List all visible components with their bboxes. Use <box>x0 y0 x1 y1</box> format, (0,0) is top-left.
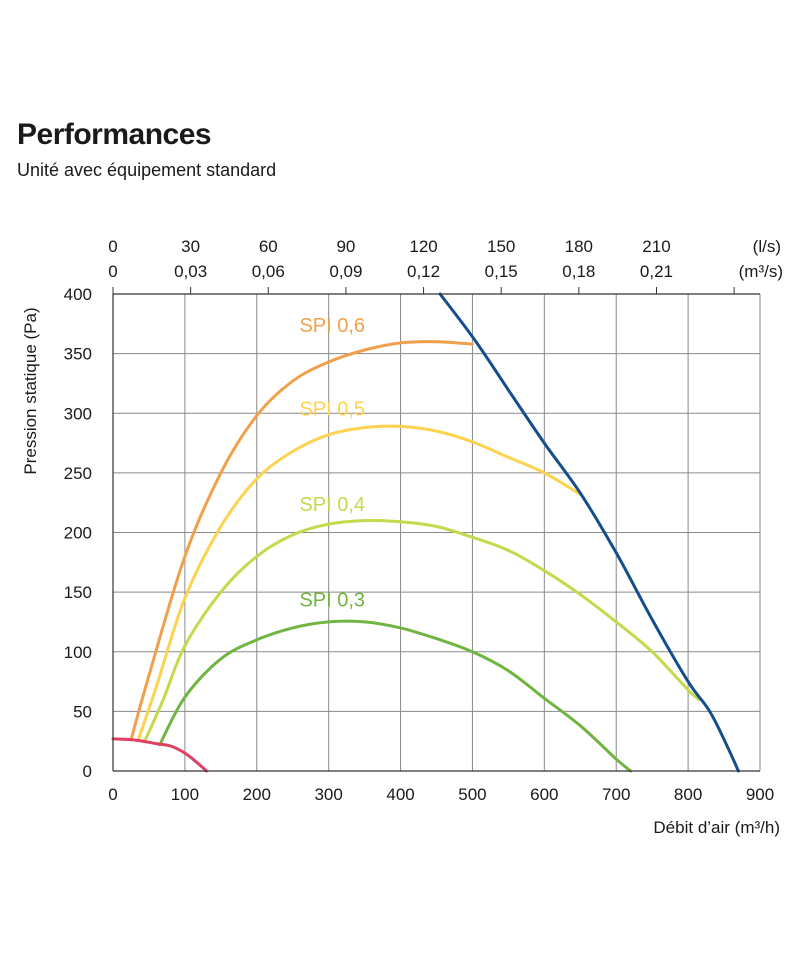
top-tick-label-ls: 30 <box>181 237 200 256</box>
x-axis-label: Débit d’air (m³/h) <box>653 818 780 837</box>
series-line-spi-0-6 <box>129 340 474 742</box>
series-label-spi-0-3: SPI 0,3 <box>299 589 365 611</box>
y-tick-label: 250 <box>64 464 92 483</box>
top-tick-label-ls: 120 <box>409 237 437 256</box>
x-tick-label: 0 <box>108 785 117 804</box>
y-tick-label: 400 <box>64 285 92 304</box>
series-label-spi-0-5: SPI 0,5 <box>299 399 365 421</box>
series-line-spi-0-4 <box>143 518 701 742</box>
top-tick-label-ls: 90 <box>336 237 355 256</box>
x-tick-label: 200 <box>243 785 271 804</box>
top-tick-label-m3s: 0,09 <box>329 262 362 281</box>
top-tick-label-m3s: 0,18 <box>562 262 595 281</box>
page-subtitle: Unité avec équipement standard <box>17 160 277 180</box>
x-tick-label: 700 <box>602 785 630 804</box>
axes <box>112 293 760 772</box>
top-tick-label-m3s: 0,21 <box>640 262 673 281</box>
y-tick-label: 0 <box>83 762 92 781</box>
x-tick-label: 400 <box>386 785 414 804</box>
top-tick-label-ls: 180 <box>565 237 593 256</box>
x-tick-label: 500 <box>458 785 486 804</box>
x-tick-label: 100 <box>171 785 199 804</box>
y-tick-label: 100 <box>64 643 92 662</box>
series-line-curve-5 <box>111 737 208 773</box>
series-label-spi-0-6: SPI 0,6 <box>299 315 365 337</box>
top-tick-label-ls: 0 <box>108 237 117 256</box>
top-tick-label-ls: 150 <box>487 237 515 256</box>
x-tick-label: 600 <box>530 785 558 804</box>
series-line-curve-4 <box>438 292 740 773</box>
x-tick-label: 900 <box>746 785 774 804</box>
top-tick-label-m3s: 0,12 <box>407 262 440 281</box>
top-tick-label-m3s: 0,15 <box>485 262 518 281</box>
series-label-spi-0-4: SPI 0,4 <box>299 494 365 516</box>
top-tick-label-ls: 210 <box>642 237 670 256</box>
top-axis-unit-ls: (l/s) <box>753 237 781 256</box>
top-tick-label-m3s: 0,03 <box>174 262 207 281</box>
x-tick-label: 300 <box>314 785 342 804</box>
y-tick-label: 200 <box>64 524 92 543</box>
series-line-spi-0-3 <box>158 619 633 773</box>
y-tick-label: 150 <box>64 583 92 602</box>
top-tick-label-ls: 60 <box>259 237 278 256</box>
y-axis-label: Pression statique (Pa) <box>21 307 40 474</box>
y-tick-label: 350 <box>64 345 92 364</box>
top-tick-label-m3s: 0,06 <box>252 262 285 281</box>
top-tick-label-m3s: 0 <box>108 262 117 281</box>
tick-labels: 0 100 200 300 400 500 600 700 800 900050100150200… <box>64 237 775 804</box>
y-tick-label: 50 <box>73 702 92 721</box>
series-line-spi-0-5 <box>136 424 582 742</box>
y-tick-label: 300 <box>64 404 92 423</box>
x-tick-label: 800 <box>674 785 702 804</box>
series-layer: SPI 0,6 SPI 0,5 SPI 0,4 SPI 0,3 <box>111 292 740 773</box>
page-title: Performances <box>17 118 212 151</box>
top-axis-unit-m3s: (m³/s) <box>739 262 783 281</box>
grid <box>113 294 761 771</box>
